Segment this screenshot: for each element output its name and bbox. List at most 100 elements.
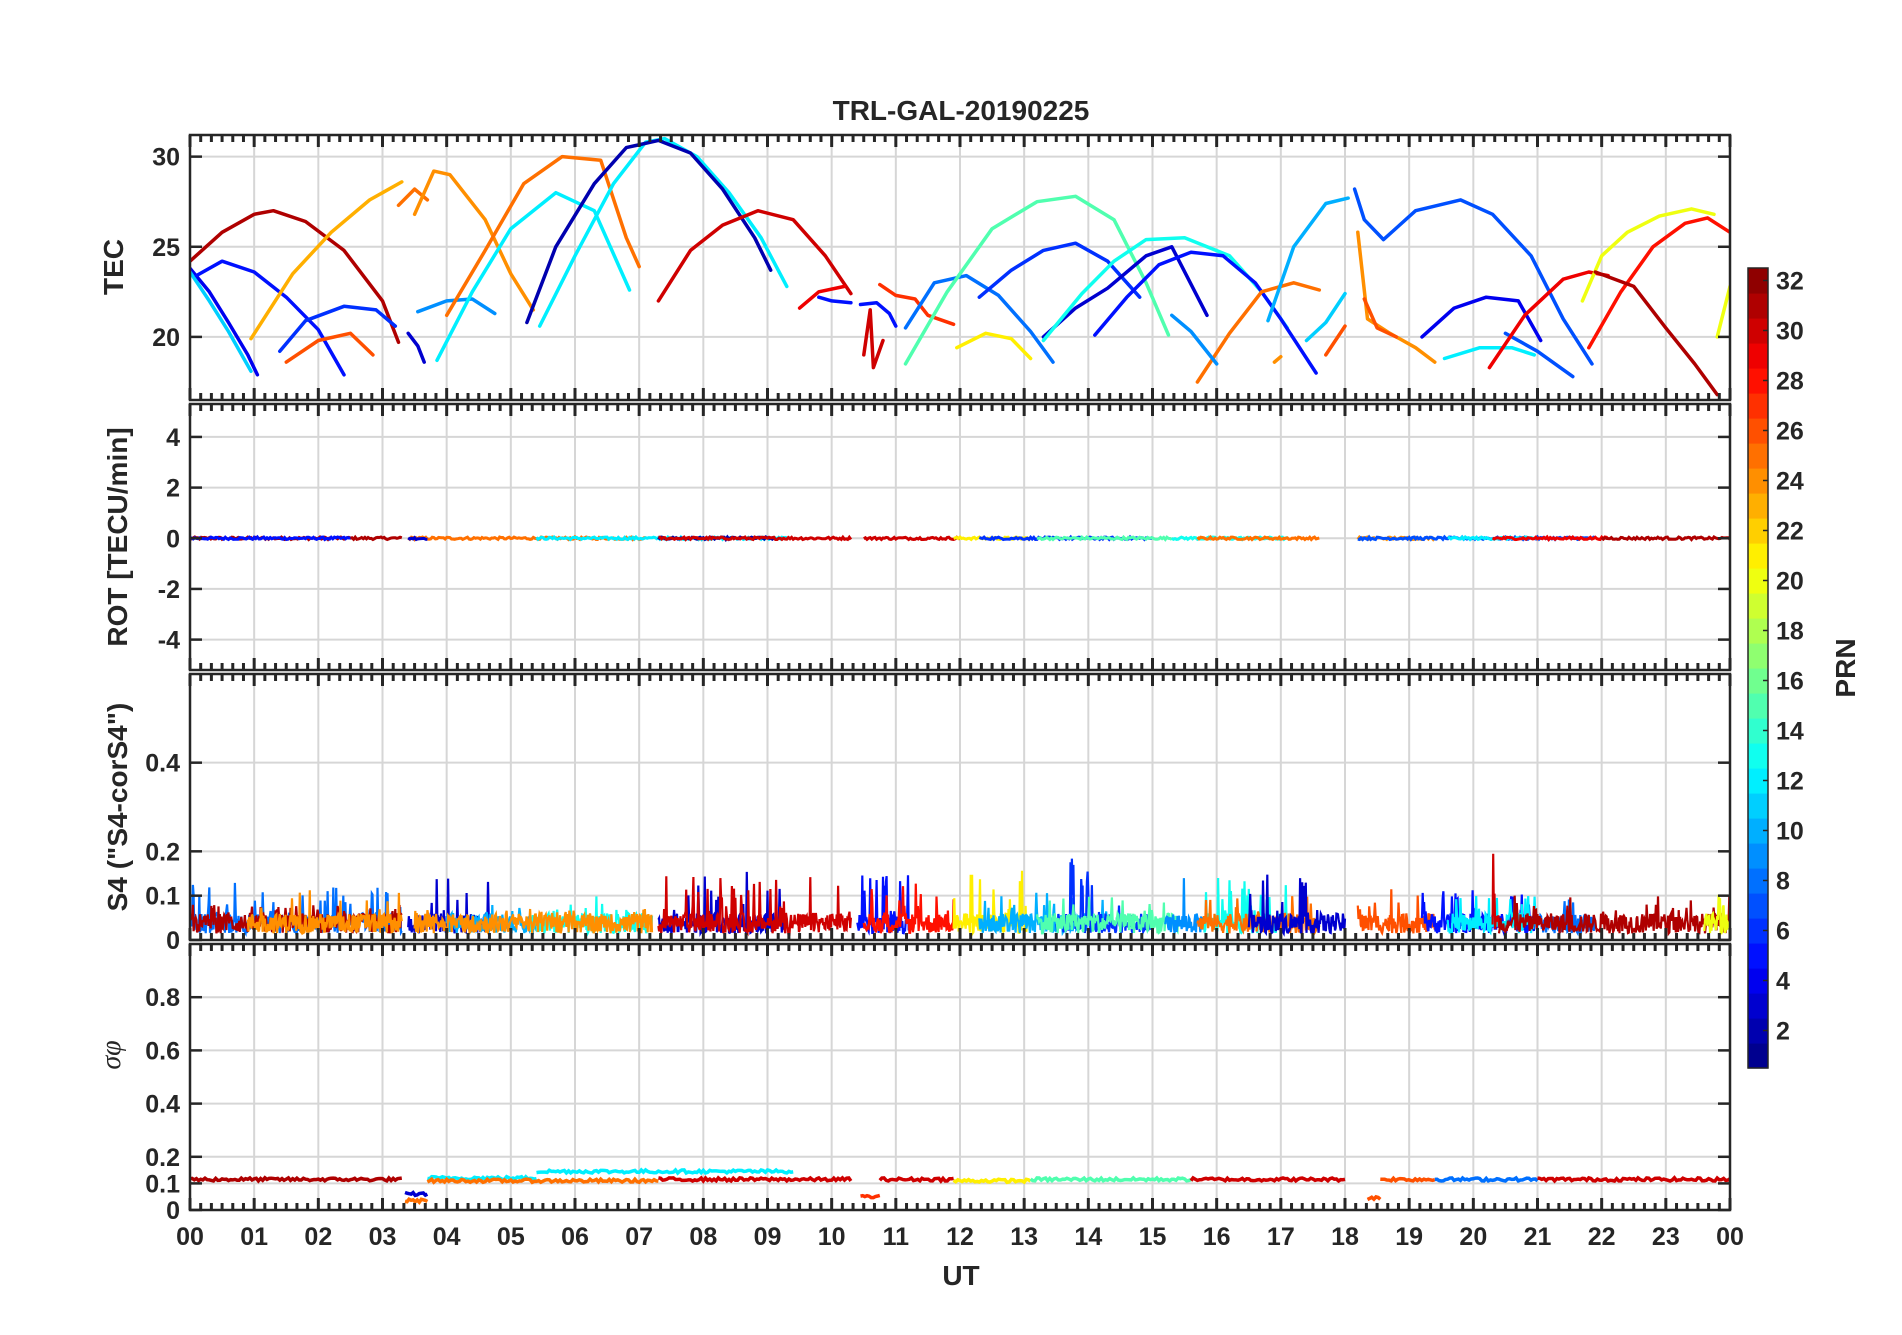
series-line-prn-4 [190, 266, 260, 377]
s4-series-prn-24 [413, 908, 654, 937]
series-line-prn-20 [1580, 207, 1716, 303]
y-tick-label: 30 [152, 144, 180, 172]
sigma-series-prn-12 [536, 1167, 794, 1176]
colorbar-tick-label: 6 [1776, 918, 1790, 946]
series-line-prn-9 [416, 297, 497, 316]
x-tick-label: 11 [883, 1223, 910, 1251]
series-line-prn-28 [1587, 216, 1730, 350]
y-axis-label-tec: TEC [98, 239, 129, 295]
colorbar-swatch [1748, 518, 1768, 544]
x-tick-label: 05 [497, 1223, 525, 1251]
series-line-prn-10 [1266, 196, 1350, 323]
colorbar-swatch [1748, 443, 1768, 469]
series-line-prn-7 [1352, 187, 1594, 366]
sigma-series-prn-26 [1380, 1175, 1436, 1184]
colorbar-swatch [1748, 343, 1768, 369]
x-minor-ticks [188, 944, 1732, 1210]
y-tick-label: 25 [152, 234, 180, 262]
series-line-prn-21 [955, 331, 1033, 361]
sigma-series-prn-3 [404, 1190, 429, 1198]
series-line-prn-25 [1195, 281, 1322, 384]
y-ticks: -4 -2 0 2 4 [158, 424, 1730, 655]
rot-series-prn-25 [407, 534, 646, 542]
x-tick-label: 00 [176, 1223, 204, 1251]
x-tick-label: 21 [1524, 1223, 1552, 1251]
x-tick-label: 13 [1010, 1223, 1038, 1251]
x-axis-label: UT [942, 1260, 979, 1291]
colorbar-swatch [1748, 893, 1768, 919]
colorbar-swatch [1748, 968, 1768, 994]
sigma-series-prn-26 [1366, 1194, 1382, 1202]
x-tick-label: 19 [1395, 1223, 1423, 1251]
s4-series-prn-24 [246, 890, 403, 936]
rot-series-prn-5 [190, 534, 351, 542]
series-line-prn-29 [797, 284, 847, 310]
x-tick-labels: 00 01 02 03 04 05 06 07 08 09 10 11 12 13 14 15 16 17 18 19… [176, 1223, 1744, 1251]
colorbar-swatch [1748, 668, 1768, 694]
y-tick-label: 0.2 [145, 1144, 180, 1172]
data-layer [190, 136, 1730, 397]
x-tick-label: 08 [689, 1223, 717, 1251]
colorbar-tick-label: 22 [1776, 518, 1804, 546]
colorbar-tick-label: 28 [1776, 368, 1804, 396]
y-tick-label: 0.4 [145, 750, 180, 778]
colorbar-swatch [1748, 468, 1768, 494]
colorbar-swatch [1748, 693, 1768, 719]
colorbar-swatch [1748, 293, 1768, 319]
sigma-series-prn-12 [427, 1174, 537, 1183]
y-axis-label-rot: ROT [TECU/min] [102, 427, 133, 646]
y-tick-label: 0.1 [145, 883, 180, 911]
colorbar-swatch [1748, 793, 1768, 819]
y-tick-label: 0 [166, 1197, 180, 1225]
sigma-series-prn-25 [404, 1196, 429, 1205]
colorbar-tick-label: 2 [1776, 1018, 1790, 1046]
series-line-prn-24 [1272, 354, 1283, 364]
colorbar-tick-label: 10 [1776, 818, 1804, 846]
rot-series-prn-29 [1491, 534, 1610, 543]
y-axis-label-s4: S4 ("S4-corS4") [102, 703, 133, 912]
series-line-prn-12 [537, 136, 789, 328]
sigma-series-prn-31 [190, 1175, 403, 1184]
x-tick-label: 07 [625, 1223, 653, 1251]
chart-title: TRL-GAL-20190225 [833, 95, 1090, 126]
rot-series-prn-31 [1600, 535, 1730, 542]
colorbar-swatch [1748, 543, 1768, 569]
panel-sigma_phi: 00.10.2 0.4 0.6 0.8 σφ [96, 942, 1732, 1225]
series-line-prn-20 [1715, 284, 1730, 339]
series-line-prn-27 [878, 282, 956, 327]
sigma-series-prn-25 [426, 1176, 659, 1185]
colorbar-swatch [1748, 418, 1768, 444]
y-tick-label: -4 [158, 627, 180, 655]
y-tick-label: 0.4 [145, 1091, 180, 1119]
s4-series-prn-30 [657, 876, 852, 937]
x-tick-label: 06 [561, 1223, 589, 1251]
series-line-prn-26 [284, 331, 375, 364]
x-tick-label: 00 [1716, 1223, 1744, 1251]
colorbar-swatch [1748, 618, 1768, 644]
colorbar-tick-label: 8 [1776, 868, 1790, 896]
series-line-prn-7 [1503, 331, 1575, 379]
colorbar-swatch [1748, 718, 1768, 744]
series-line-prn-3 [406, 331, 426, 364]
y-tick-label: -2 [158, 576, 180, 604]
colorbar-tick-label: 24 [1776, 468, 1804, 496]
colorbar-swatch [1748, 268, 1768, 294]
colorbar-swatch [1748, 493, 1768, 519]
s4-series-prn-12 [1446, 895, 1539, 936]
x-minor-ticks [188, 135, 1732, 400]
y-ticks: 20 25 30 [152, 144, 1730, 352]
colorbar-swatch [1748, 368, 1768, 394]
colorbar-tick-label: 30 [1776, 318, 1804, 346]
y-tick-label: 0.1 [145, 1170, 180, 1198]
series-line-prn-26 [1362, 297, 1399, 339]
colorbar-swatch [1748, 743, 1768, 769]
x-tick-label: 01 [240, 1223, 268, 1251]
x-tick-label: 20 [1459, 1223, 1487, 1251]
sigma-series-prn-27 [860, 1193, 881, 1200]
series-line-prn-6 [278, 304, 398, 354]
x-tick-label: 18 [1331, 1223, 1359, 1251]
colorbar-tick-label: 4 [1776, 968, 1790, 996]
y-tick-label: 0 [166, 525, 180, 553]
colorbar-swatch [1748, 393, 1768, 419]
